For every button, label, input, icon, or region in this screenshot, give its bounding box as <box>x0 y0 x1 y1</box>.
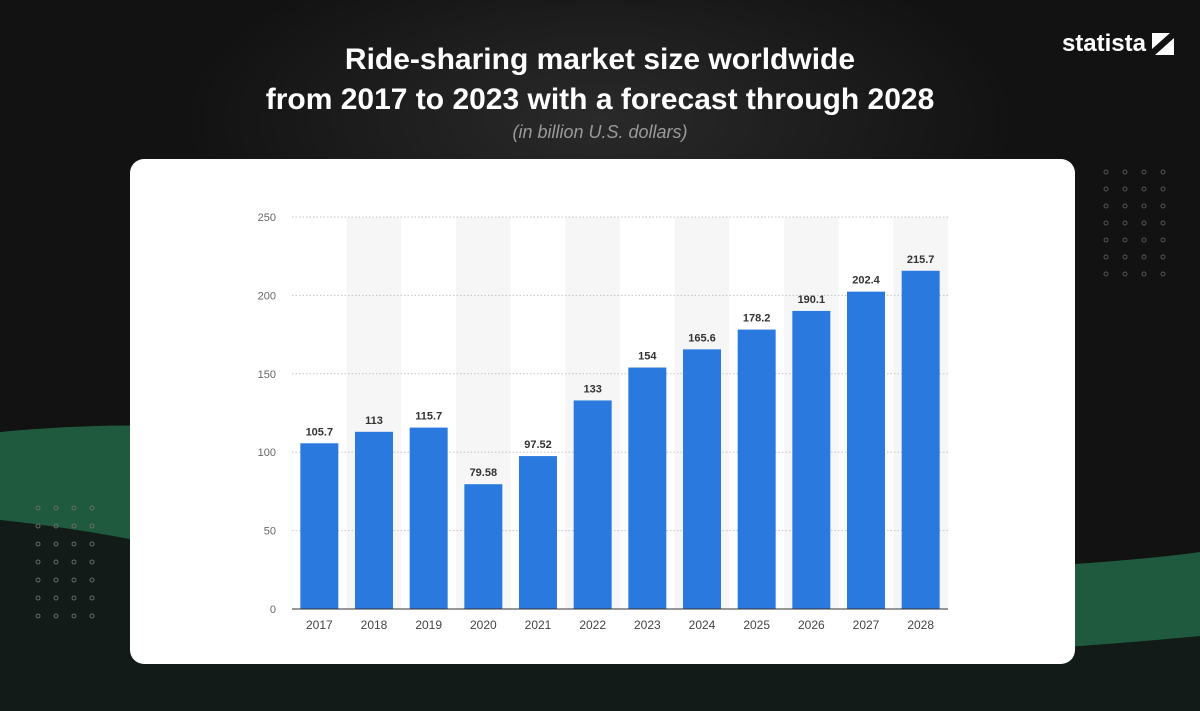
x-tick-2020: 2020 <box>470 618 497 632</box>
statista-logo-icon <box>1152 33 1174 55</box>
value-label-2017: 105.7 <box>306 426 334 438</box>
value-labels: 105.7 113 115.7 79.58 97.52 133 154 165.6 178.2 1… <box>306 254 935 479</box>
y-tick-0: 0 <box>270 604 276 616</box>
x-tick-2024: 2024 <box>689 618 716 632</box>
y-tick-150: 150 <box>258 369 276 381</box>
title-line-1: Ride-sharing market size worldwide <box>344 43 856 76</box>
y-tick-200: 200 <box>258 290 276 302</box>
bar-2025 <box>737 329 776 609</box>
bar-2022 <box>573 400 612 609</box>
dot-pattern-right <box>1103 169 1166 277</box>
bar-2027 <box>847 291 885 609</box>
gridlines <box>292 216 948 532</box>
x-tick-2023: 2023 <box>634 618 661 632</box>
y-tick-100: 100 <box>258 447 276 459</box>
x-tick-2021: 2021 <box>525 618 552 632</box>
value-label-2021: 97.52 <box>524 439 552 451</box>
x-tick-2019: 2019 <box>415 618 442 632</box>
bar-2023 <box>628 367 667 609</box>
x-tick-2027: 2027 <box>853 618 880 632</box>
x-tick-2026: 2026 <box>798 618 825 632</box>
bar-2028 <box>901 270 940 609</box>
value-label-2023: 154 <box>638 351 657 363</box>
x-tick-2017: 2017 <box>306 618 333 632</box>
x-tick-2018: 2018 <box>361 618 388 632</box>
x-tick-2022: 2022 <box>579 618 606 632</box>
y-axis-ticks: 0 50 100 150 200 250 <box>258 212 276 616</box>
x-axis-ticks: 2017 2018 2019 2020 2021 2022 2023 2024 2025 2026… <box>306 618 934 632</box>
value-label-2022: 133 <box>583 383 601 395</box>
bar-2019 <box>409 427 448 609</box>
y-tick-250: 250 <box>258 212 276 224</box>
bar-2021 <box>519 456 557 609</box>
bar-2018 <box>355 431 393 609</box>
y-tick-50: 50 <box>264 526 276 538</box>
dot-pattern-left <box>35 505 95 619</box>
value-label-2018: 113 <box>365 415 383 427</box>
value-label-2025: 178.2 <box>743 313 771 325</box>
statista-logo[interactable]: statista <box>1062 30 1174 58</box>
x-tick-2025: 2025 <box>743 618 770 632</box>
bar-2026 <box>792 310 831 609</box>
x-tick-2028: 2028 <box>907 618 934 632</box>
bars <box>300 270 940 609</box>
bar-2020 <box>464 484 503 609</box>
bar-2024 <box>683 349 721 609</box>
value-label-2024: 165.6 <box>688 332 716 344</box>
bar-2017 <box>300 443 339 609</box>
chart-subtitle: (in billion U.S. dollars) <box>512 122 688 142</box>
chart-title: Ride-sharing market size worldwide from … <box>0 40 1200 120</box>
brand-name: statista <box>1061 30 1146 57</box>
value-label-2028: 215.7 <box>907 254 935 266</box>
title-line-2: from 2017 to 2023 with a forecast throug… <box>265 83 935 116</box>
value-label-2026: 190.1 <box>798 294 826 306</box>
value-label-2020: 79.58 <box>470 467 498 479</box>
value-label-2019: 115.7 <box>415 411 442 423</box>
value-label-2027: 202.4 <box>852 275 880 287</box>
